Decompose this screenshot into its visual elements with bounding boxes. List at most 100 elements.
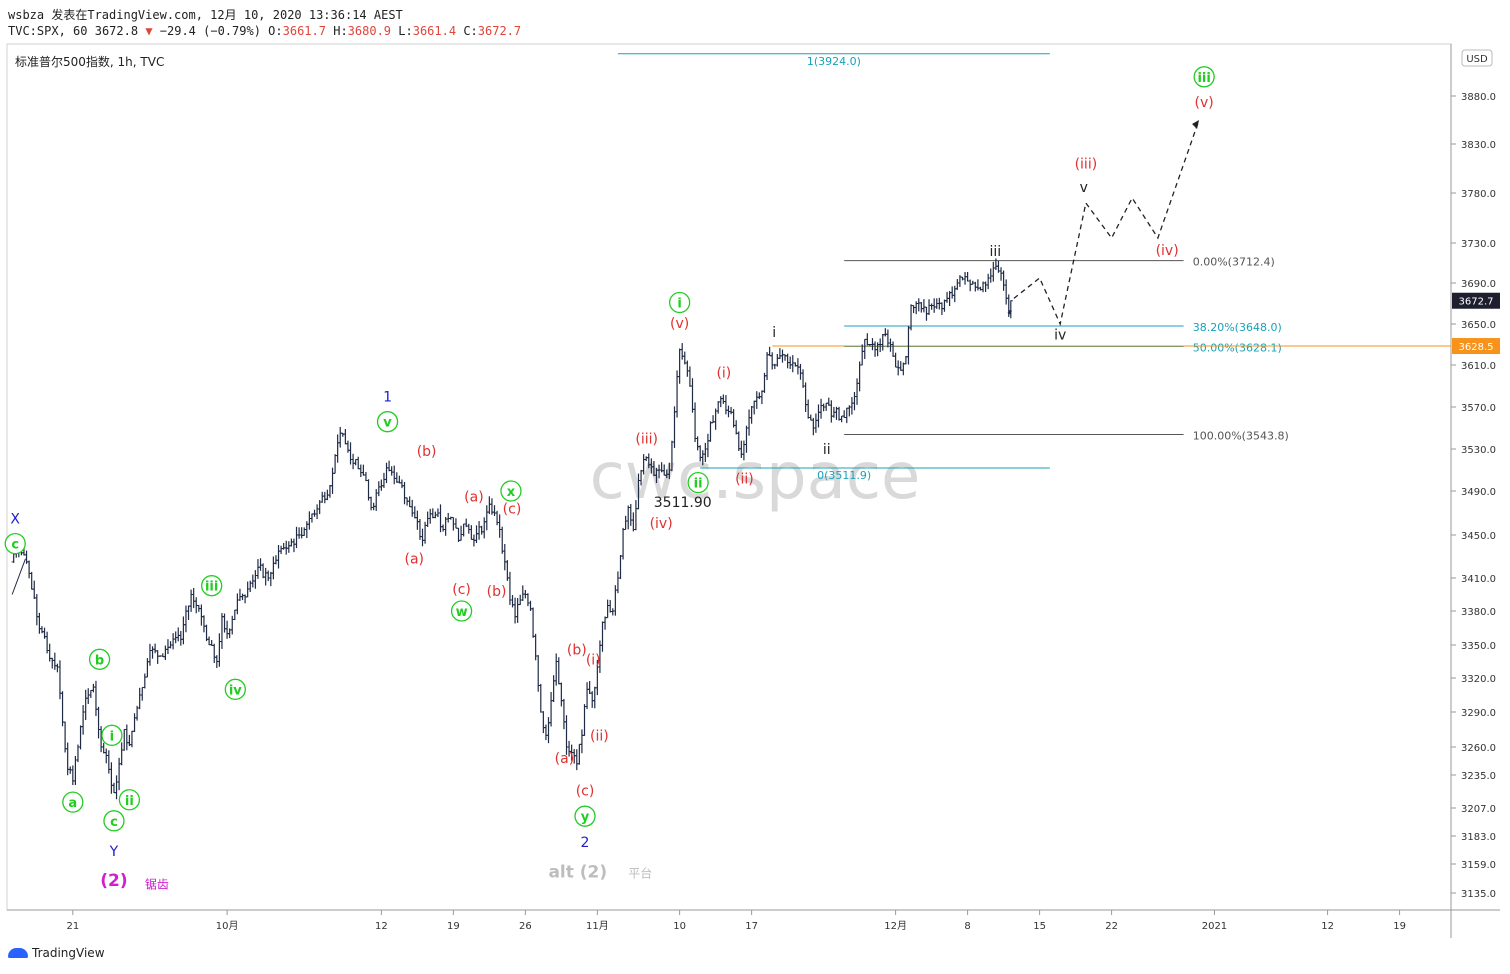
tradingview-logo-icon <box>8 948 28 958</box>
y-tick-label: 3410.0 <box>1461 574 1496 585</box>
wave-label: iii <box>990 244 1002 260</box>
x-tick-label: 19 <box>1393 921 1406 932</box>
high-value: 3680.9 <box>347 24 392 38</box>
wave-circle <box>201 575 223 597</box>
wave-label: b <box>95 653 104 668</box>
wave-circle <box>687 471 709 494</box>
y-tick-label: 3690.0 <box>1461 279 1496 290</box>
wave-label: 3511.90 <box>654 495 712 511</box>
wave-label: ii <box>823 442 831 458</box>
down-arrow-icon: ▼ <box>145 24 153 38</box>
wave-label: 平台 <box>628 865 652 880</box>
wave-label: i <box>110 729 114 744</box>
wave-label: (v) <box>1195 95 1214 111</box>
x-tick-label: 10月 <box>216 920 239 932</box>
wave-label: 2 <box>581 835 590 851</box>
x-tick-label: 12月 <box>884 920 907 932</box>
currency-label: USD <box>1466 54 1488 65</box>
wave-label: X <box>10 512 20 528</box>
wave-circle <box>224 678 246 700</box>
wave-circle <box>1193 66 1215 88</box>
wave-label: i <box>677 296 681 311</box>
wave-label: y <box>581 810 590 825</box>
fib-level-label: 1(3924.0) <box>807 55 861 68</box>
x-tick-label: 15 <box>1033 921 1046 932</box>
wave-label: (c) <box>576 783 595 799</box>
wave-label: Y <box>109 844 119 860</box>
wave-label: v <box>383 416 392 431</box>
y-tick-label: 3159.0 <box>1461 860 1496 871</box>
wave-label: c <box>110 815 118 830</box>
projection-path <box>1013 119 1200 327</box>
wave-label: (c) <box>452 582 471 598</box>
open-label: O: <box>268 24 283 38</box>
wave-label: w <box>456 605 468 620</box>
x-tick-label: 21 <box>66 921 79 932</box>
wave-label: 锯齿 <box>145 876 169 891</box>
y-tick-label: 3207.0 <box>1461 804 1496 815</box>
last-price-badge <box>1452 292 1500 309</box>
wave-label: ii <box>125 794 134 809</box>
low-value: 3661.4 <box>412 24 457 38</box>
y-tick-label: 3530.0 <box>1461 445 1496 456</box>
x-tick-label: 19 <box>447 921 460 932</box>
y-tick-label: 3570.0 <box>1461 403 1496 414</box>
x-tick-label: 10 <box>673 921 686 932</box>
high-label: H: <box>333 24 348 38</box>
close-label: C: <box>463 24 478 38</box>
x-tick-label: 8 <box>964 921 970 932</box>
y-tick-label: 3610.0 <box>1461 361 1496 372</box>
y-tick-label: 3490.0 <box>1461 487 1496 498</box>
ohlc-legend: TVC:SPX, 60 3672.8 ▼ −29.4 (−0.79%) O:36… <box>8 24 521 38</box>
close-value: 3672.7 <box>477 24 522 38</box>
currency-box <box>1461 49 1493 67</box>
wave-label: (b) <box>487 584 507 600</box>
y-tick-label: 3350.0 <box>1461 641 1496 652</box>
wave-label: alt (2) <box>548 862 607 882</box>
y-tick-label: 3260.0 <box>1461 743 1496 754</box>
low-label: L: <box>398 24 413 38</box>
y-tick-label: 3380.0 <box>1461 607 1496 618</box>
chart-title: 标准普尔500指数, 1h, TVC <box>15 54 164 69</box>
wave-label: (b) <box>567 642 587 658</box>
y-tick-label: 3650.0 <box>1461 320 1496 331</box>
publish-info: wsbza 发表在TradingView.com, 12月 10, 2020 1… <box>8 8 403 22</box>
x-tick-label: 11月 <box>586 920 609 932</box>
wave-circle <box>376 411 399 433</box>
wave-label: c <box>11 538 19 553</box>
wave-label: (a) <box>555 751 575 767</box>
y-tick-label: 3780.0 <box>1461 189 1496 200</box>
wave-label: iv <box>1054 327 1066 343</box>
wave-label: (a) <box>464 490 484 506</box>
wave-label: v <box>1080 180 1088 196</box>
wave-circle <box>668 291 691 314</box>
y-tick-label: 3880.0 <box>1461 92 1496 103</box>
open-value: 3661.7 <box>282 24 326 38</box>
alert-level-value: 3628.5 <box>1459 342 1494 353</box>
fib-level-label: 0(3511.9) <box>817 469 871 482</box>
wave-circle <box>101 724 123 746</box>
fib-level-label: 0.00%(3712.4) <box>1193 256 1275 269</box>
wave-label: (i) <box>716 365 731 381</box>
fib-level-label: 50.00%(3628.1) <box>1193 341 1282 354</box>
wave-circle <box>500 480 522 502</box>
fib-level-label: 100.00%(3543.8) <box>1193 430 1289 443</box>
y-tick-label: 3235.0 <box>1461 771 1496 782</box>
wave-label: (iv) <box>1156 243 1179 259</box>
wave-label: (b) <box>417 444 437 460</box>
tradingview-brand[interactable]: TradingView <box>8 946 105 960</box>
x-tick-label: 2021 <box>1202 921 1227 932</box>
trend-line <box>11 558 26 595</box>
wave-label: iii <box>1197 71 1210 86</box>
wave-label: ii <box>694 477 703 492</box>
wave-circle <box>118 789 141 811</box>
wave-label: (v) <box>670 316 689 332</box>
y-tick-label: 3183.0 <box>1461 832 1496 843</box>
wave-label: (i) <box>586 652 601 668</box>
wave-circle <box>62 791 84 813</box>
wave-label: (iv) <box>650 516 673 532</box>
wave-label: (2) <box>100 871 127 891</box>
x-tick-label: 12 <box>375 921 388 932</box>
y-tick-label: 3450.0 <box>1461 531 1496 542</box>
